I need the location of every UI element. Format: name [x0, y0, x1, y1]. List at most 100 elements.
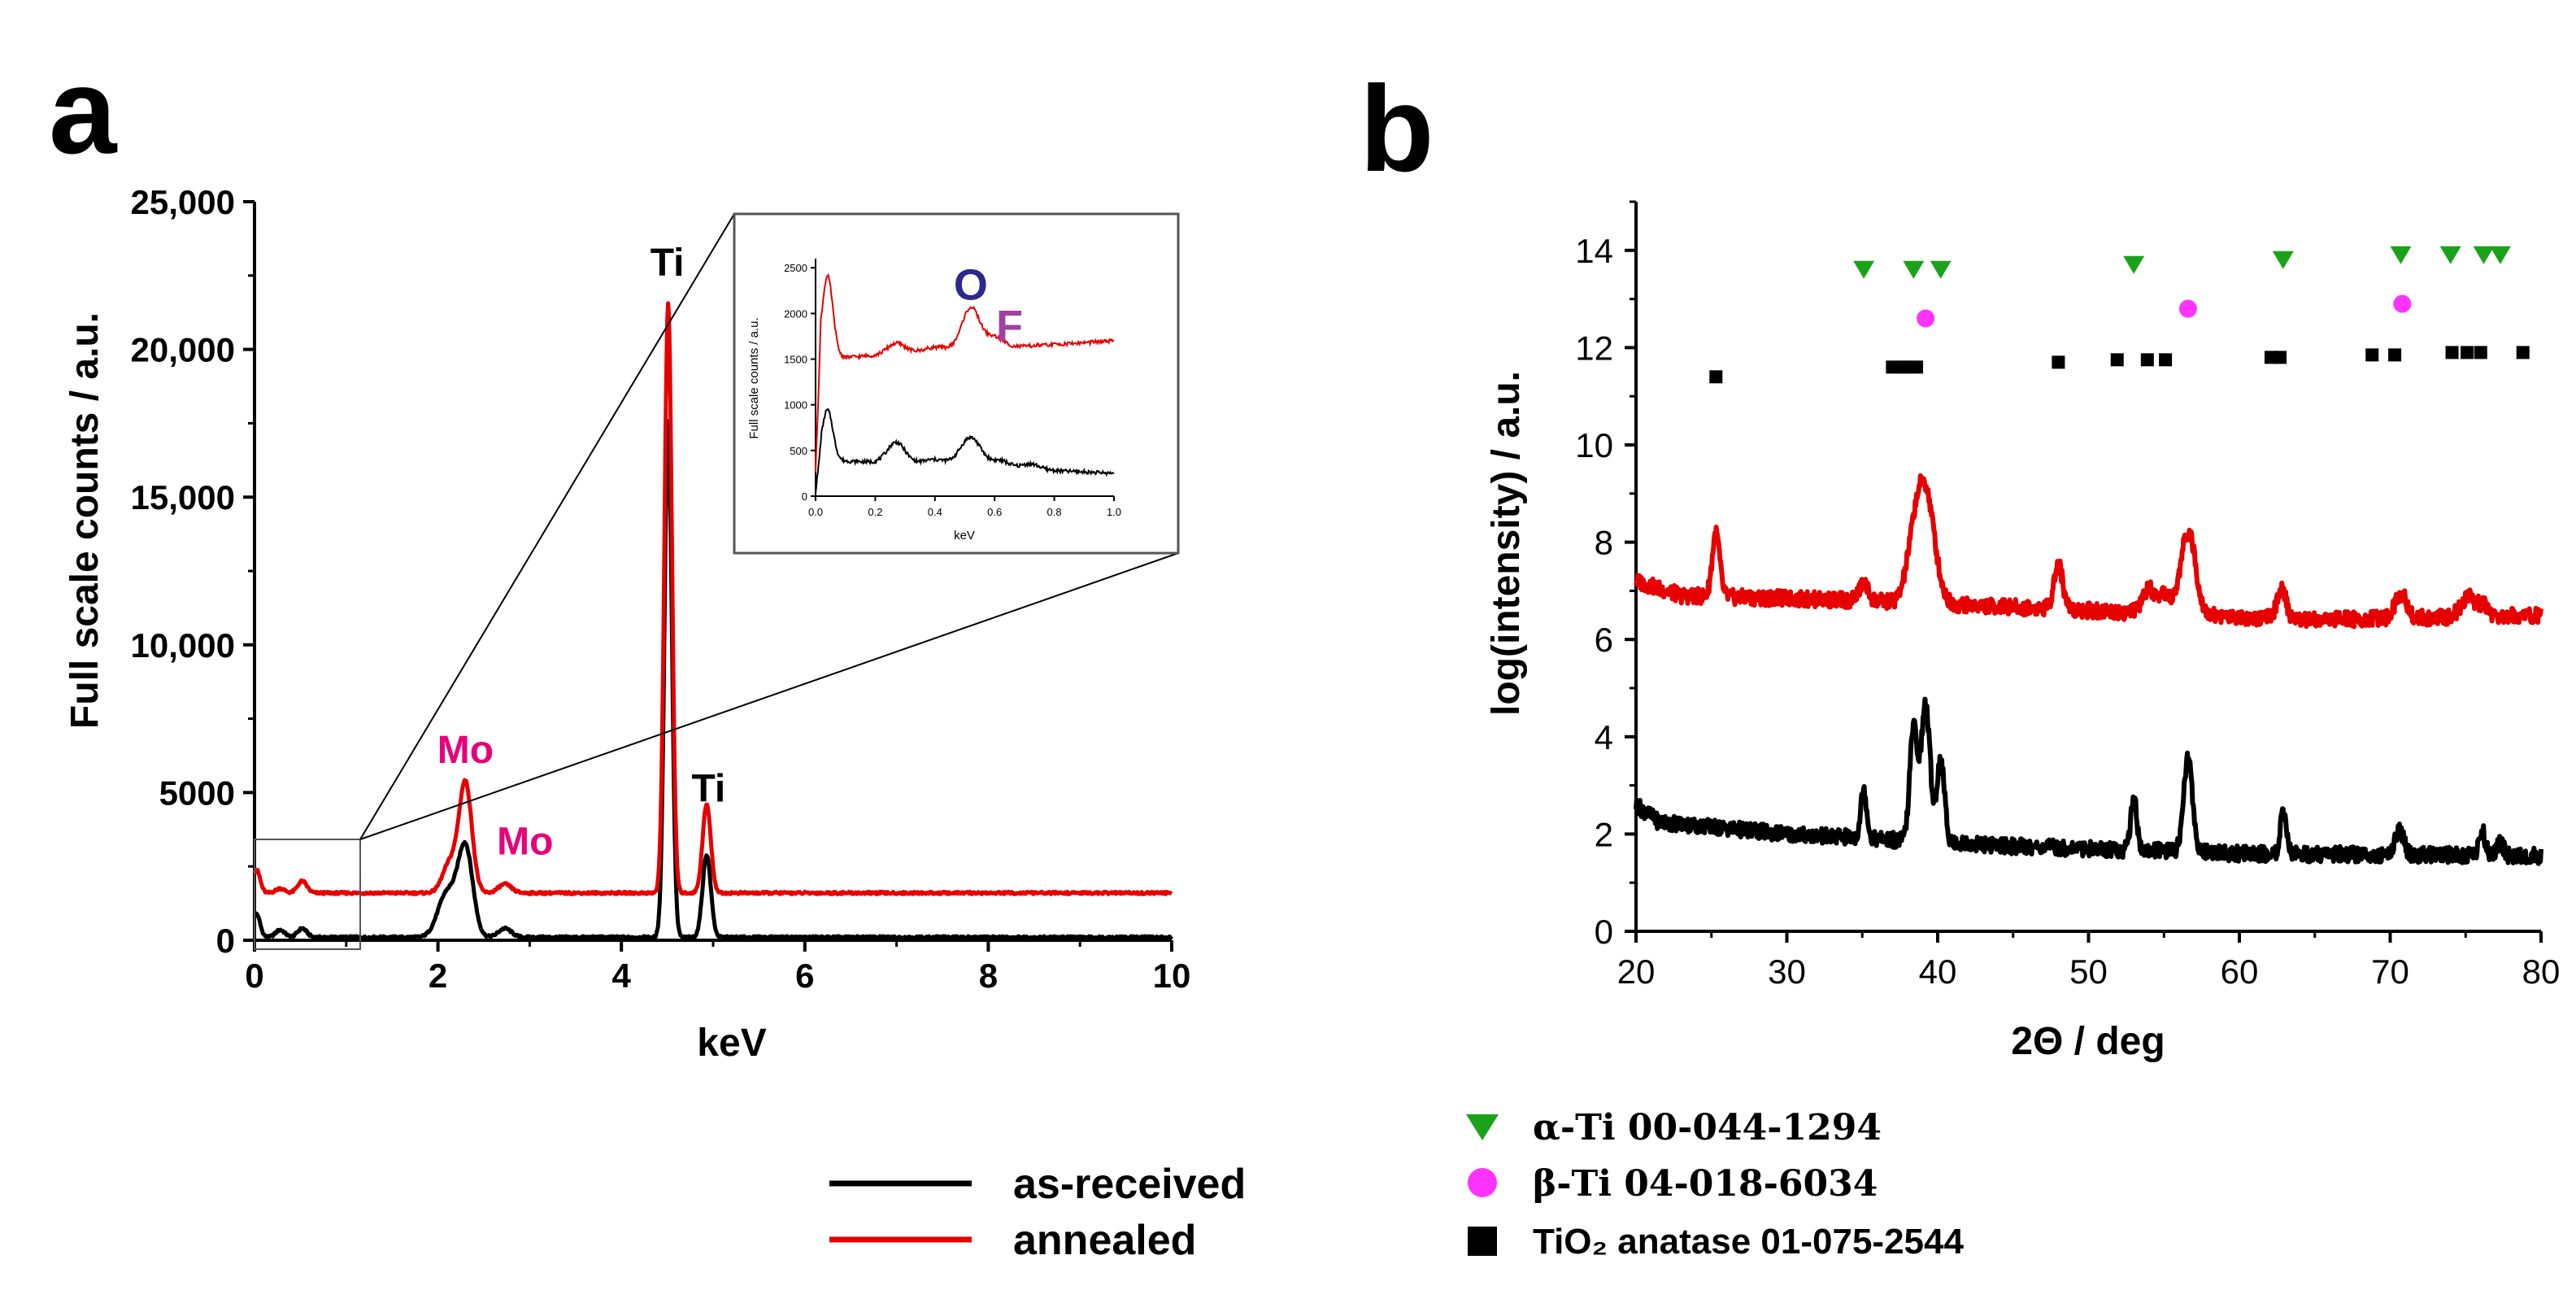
xrd-reference-markers — [1709, 246, 2530, 384]
xrd-marker-anatase — [2140, 353, 2154, 367]
eds-x-tick-label: 0 — [245, 957, 263, 995]
eds-y-tick-label: 5000 — [159, 774, 235, 812]
eds-inset-series-as-received — [815, 408, 1115, 494]
legend-label-anatase: TiO₂ anatase 01-075-2544 — [1533, 1222, 1964, 1262]
eds-zoom-region — [254, 839, 361, 950]
xrd-marker-alpha-ti — [1853, 260, 1875, 279]
eds-inset-x-tick-label: 0.4 — [928, 506, 942, 518]
xrd-marker-anatase — [1898, 360, 1912, 374]
xrd-marker-anatase — [1709, 370, 1723, 384]
xrd-marker-alpha-ti — [1930, 260, 1952, 279]
xrd-y-tick-label: 4 — [1595, 718, 1613, 756]
eds-inset-label-o: O — [954, 261, 988, 310]
xrd-y-tick-label: 6 — [1595, 621, 1613, 659]
xrd-marker-anatase — [2388, 348, 2402, 362]
xrd-marker-anatase — [2110, 353, 2124, 367]
xrd-marker-anatase — [2159, 353, 2173, 367]
legend-b: α-Ti 00-044-1294 β-Ti 04-018-6034 TiO₂ a… — [1466, 1107, 1964, 1262]
eds-inset-x-tick-label: 0.8 — [1047, 506, 1062, 518]
eds-inset-y-tick-label: 500 — [790, 445, 807, 457]
eds-label-mo-main: Mo — [437, 729, 494, 772]
eds-inset-y-tick-label: 2500 — [784, 262, 807, 274]
xrd-marker-alpha-ti — [2272, 251, 2294, 269]
xrd-x-tick-label: 40 — [1919, 952, 1957, 991]
eds-zoom-connector-bottom — [359, 552, 1179, 840]
panel-a-letter: a — [49, 42, 118, 179]
eds-inset-x-tick-label: 0.6 — [987, 506, 1002, 518]
xrd-y-tick-label: 10 — [1575, 426, 1613, 464]
xrd-series-as-received — [1634, 696, 2543, 866]
xrd-x-tick-label: 50 — [2069, 952, 2108, 991]
eds-inset-x-tick-label: 0.2 — [868, 506, 882, 518]
eds-y-tick-label: 0 — [216, 922, 235, 960]
xrd-marker-anatase — [1910, 360, 1924, 374]
xrd-x-tick-label: 80 — [2522, 952, 2561, 991]
legend-label-beta-ti: β-Ti 04-018-6034 — [1533, 1163, 1878, 1205]
xrd-y-tick-label: 2 — [1595, 815, 1613, 853]
eds-x-axis-label: keV — [697, 1022, 766, 1065]
legend-symbol-beta-ti — [1468, 1168, 1497, 1197]
xrd-marker-anatase — [1886, 360, 1899, 374]
eds-x-tick-label: 2 — [429, 957, 447, 995]
eds-inset-x-label: keV — [954, 529, 975, 543]
xrd-marker-beta-ti — [2393, 294, 2412, 313]
eds-x-tick-label: 8 — [979, 957, 998, 995]
eds-x-tick-label: 4 — [612, 957, 632, 995]
xrd-y-tick-label: 12 — [1575, 329, 1613, 367]
xrd-marker-anatase — [2052, 355, 2065, 369]
xrd-marker-alpha-ti — [1903, 260, 1925, 279]
xrd-x-tick-label: 70 — [2371, 952, 2409, 991]
eds-y-axis-label: Full scale counts / a.u. — [63, 312, 107, 729]
eds-series-as-received — [252, 419, 1173, 941]
eds-inset-series-annealed — [815, 272, 1115, 472]
xrd-marker-anatase — [2516, 346, 2530, 360]
xrd-marker-anatase — [2365, 348, 2379, 362]
xrd-x-axis-label: 2Θ / deg — [2011, 1020, 2165, 1063]
xrd-y-axis-label: log(intensity) / a.u. — [1485, 371, 1528, 716]
legend-label-annealed: annealed — [1013, 1217, 1196, 1264]
xrd-marker-alpha-ti — [2489, 246, 2511, 264]
eds-inset-y-tick-label: 2000 — [784, 307, 807, 320]
eds-inset: 0.0 0.2 0.4 0.6 0.8 1.0 0 500 1000 1500 2000 2500 k… — [733, 212, 1180, 555]
panel-b-letter: b — [1360, 60, 1434, 197]
xrd-marker-alpha-ti — [2473, 246, 2495, 264]
eds-inset-label-f: F — [996, 302, 1023, 351]
eds-zoom-connector-top — [359, 213, 735, 840]
xrd-marker-beta-ti — [2178, 299, 2197, 318]
legend-label-as-received: as-received — [1013, 1161, 1246, 1208]
eds-y-tick-label: 25,000 — [131, 183, 235, 221]
legend-symbol-anatase — [1468, 1227, 1497, 1256]
xrd-marker-alpha-ti — [2390, 246, 2412, 264]
xrd-axis-ticks: 20 30 40 50 60 70 80 0 2 4 6 8 10 12 14 — [1575, 200, 2561, 991]
xrd-y-tick-label: 0 — [1595, 913, 1613, 951]
eds-inset-x-tick-label: 0.0 — [808, 506, 823, 518]
xrd-marker-alpha-ti — [2439, 246, 2461, 264]
eds-series-annealed — [252, 301, 1173, 896]
xrd-marker-anatase — [2274, 351, 2287, 364]
xrd-x-tick-label: 30 — [1768, 952, 1806, 991]
eds-inset-x-tick-label: 1.0 — [1107, 506, 1121, 518]
legend-symbol-alpha-ti — [1466, 1114, 1499, 1140]
xrd-x-tick-label: 60 — [2221, 952, 2259, 991]
eds-label-mo-secondary: Mo — [497, 821, 553, 864]
xrd-marker-alpha-ti — [2123, 255, 2145, 274]
xrd-y-tick-label: 14 — [1575, 232, 1613, 270]
eds-x-tick-label: 10 — [1153, 957, 1191, 995]
legend-label-alpha-ti: α-Ti 00-044-1294 — [1533, 1107, 1882, 1148]
eds-x-tick-label: 6 — [795, 957, 814, 995]
eds-y-tick-label: 20,000 — [131, 331, 235, 369]
eds-inset-y-label: Full scale counts / a.u. — [747, 317, 761, 438]
eds-inset-y-tick-label: 1000 — [784, 399, 807, 412]
xrd-marker-anatase — [2474, 346, 2487, 360]
legend-a: as-received annealed — [829, 1161, 1246, 1264]
eds-inset-y-tick-label: 0 — [802, 490, 807, 503]
xrd-marker-anatase — [2461, 346, 2474, 360]
eds-label-ti-secondary: Ti — [691, 767, 725, 810]
eds-y-tick-label: 10,000 — [131, 626, 235, 665]
xrd-marker-anatase — [2445, 346, 2459, 360]
eds-y-tick-label: 15,000 — [131, 478, 235, 516]
eds-label-ti-main: Ti — [651, 242, 685, 285]
